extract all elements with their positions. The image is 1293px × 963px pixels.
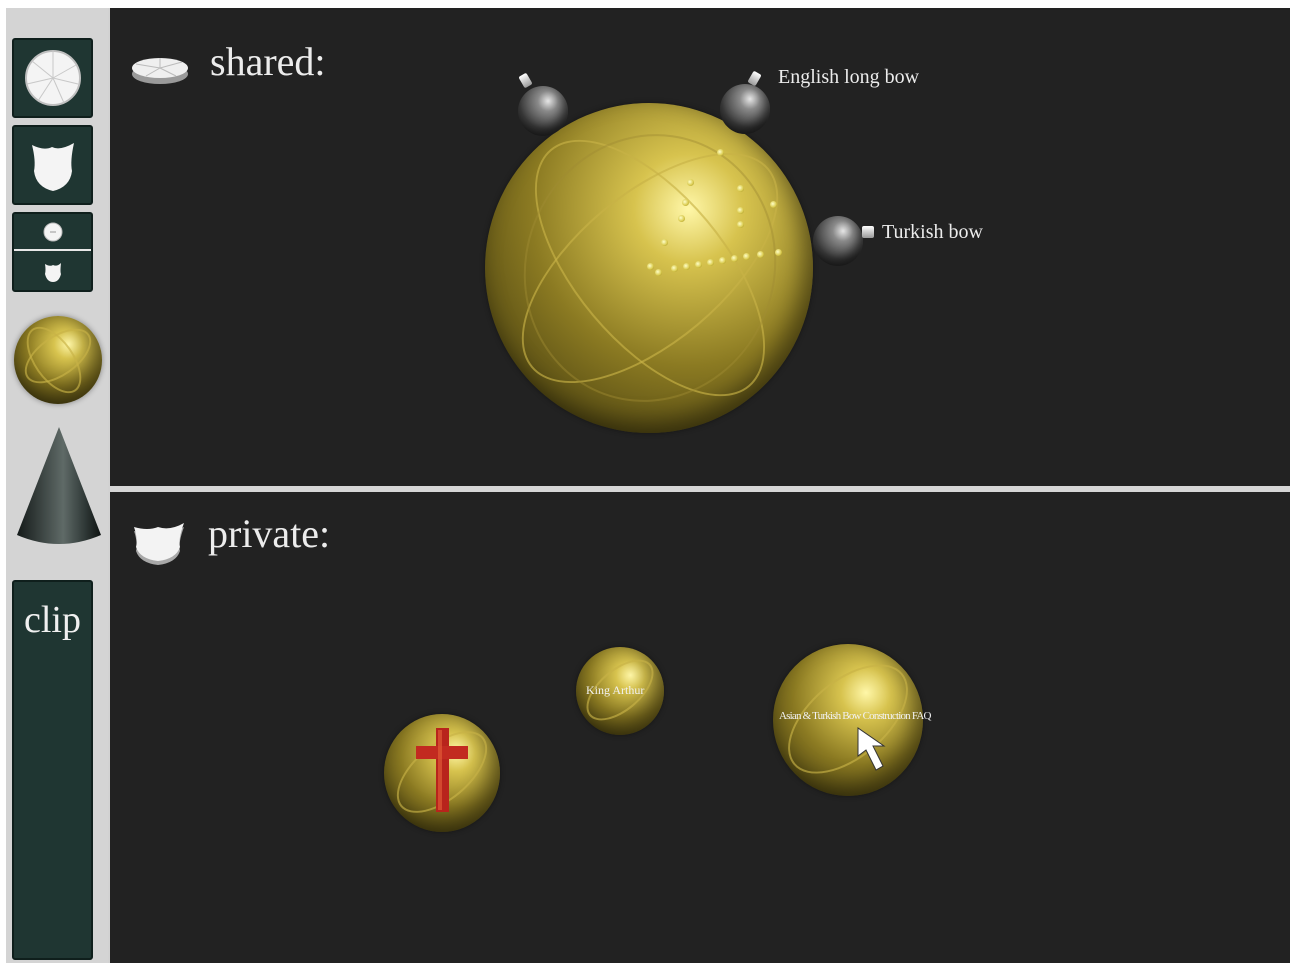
split-view-button[interactable]: [12, 212, 93, 292]
private-view-button[interactable]: [12, 125, 93, 205]
pie-disk-icon: [25, 50, 81, 106]
turkish-bow-label: Turkish bow: [882, 221, 983, 243]
satellite-handle[interactable]: [518, 72, 533, 89]
shared-main-sphere[interactable]: [483, 98, 817, 438]
cone-tool-icon[interactable]: [14, 425, 104, 550]
private-title: private:: [208, 511, 331, 556]
shared-pane[interactable]: shared: English long bow Turkish bow: [110, 8, 1290, 486]
pane-separator[interactable]: [110, 486, 1290, 492]
cross-icon: [416, 728, 468, 812]
pie-disk-icon: [132, 58, 188, 84]
king-arthur-sphere[interactable]: King Arthur: [575, 647, 665, 735]
private-pane[interactable]: private: King Arthur Asian & Turkish Bow…: [110, 492, 1290, 963]
bow-faq-sphere[interactable]: Asian & Turkish Bow Construction FAQ: [768, 643, 931, 796]
shield-icon: [134, 523, 184, 565]
cross-sphere[interactable]: [382, 714, 502, 832]
english-long-bow-label: English long bow: [778, 66, 920, 88]
shared-title: shared:: [210, 39, 326, 84]
shared-view-button[interactable]: [12, 38, 93, 118]
english-long-bow-sphere[interactable]: [720, 84, 770, 134]
king-arthur-label: King Arthur: [586, 683, 645, 697]
shield-icon: [32, 143, 74, 191]
sphere-tool-icon[interactable]: [14, 316, 102, 404]
clip-button[interactable]: clip: [12, 580, 93, 960]
turkish-bow-sphere[interactable]: [813, 216, 863, 266]
bow-faq-label: Asian & Turkish Bow Construction FAQ: [779, 710, 931, 722]
turkish-bow-handle[interactable]: [862, 226, 874, 238]
cursor-arrow-icon: [857, 727, 886, 771]
split-view-icon: [14, 222, 91, 282]
satellite-sphere[interactable]: [518, 86, 568, 136]
clip-label: clip: [24, 599, 81, 641]
